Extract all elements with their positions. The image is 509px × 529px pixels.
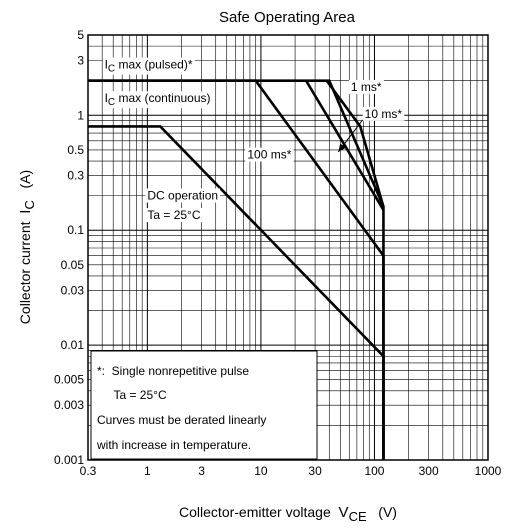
y-axis-label: Collector current IC (A) <box>17 170 37 324</box>
label-dc1-bg <box>145 188 221 203</box>
series-layer <box>88 79 385 460</box>
x-axis-label-subscript: CE <box>349 509 367 524</box>
x-tick-label: 100 <box>364 464 384 478</box>
note-line-4: with increase in temperature. <box>96 438 251 452</box>
label-dc2-text: Ta = 25°C <box>147 208 200 222</box>
y-tick-label: 0.005 <box>54 373 84 387</box>
ic-cont-text: IC max (continuous) <box>105 91 211 108</box>
x-tick-label: 3 <box>198 464 205 478</box>
arrow-10ms-head <box>338 143 346 152</box>
note-box: *: Single nonrepetitive pulse Ta = 25°C … <box>90 350 318 460</box>
y-tick-label: 0.001 <box>54 453 84 467</box>
ic-cont: IC max (continuous) <box>102 91 213 109</box>
series-1ms <box>88 79 385 460</box>
y-tick-label: 0.003 <box>54 398 84 412</box>
label-100ms-bg <box>245 147 294 162</box>
note-box-frame <box>90 350 318 460</box>
label-dc2-bg <box>145 208 203 223</box>
x-tick-label: 1000 <box>475 464 502 478</box>
label-1ms-text: 1 ms* <box>351 80 382 94</box>
label-dc1: DC operation <box>145 188 221 203</box>
y-tick-labels: 5 3 1 0.5 0.3 0.1 0.05 0.03 0.01 0.005 0.003 0.001 <box>54 28 84 467</box>
label-100ms: 100 ms* <box>245 147 294 162</box>
ic-pulsed: IC max (pulsed)* <box>102 57 195 75</box>
label-dc1-text: DC operation <box>147 189 218 203</box>
y-tick-label: 0.5 <box>67 143 84 157</box>
ic-cont-bg <box>102 91 213 109</box>
y-tick-label: 1 <box>77 108 84 122</box>
label-10ms-text: 10 ms* <box>365 107 403 121</box>
y-tick-label: 0.05 <box>61 258 85 272</box>
label-dc2: Ta = 25°C <box>145 208 203 223</box>
note-line-2: Ta = 25°C <box>97 388 167 402</box>
label-1ms: 1 ms* <box>348 79 384 94</box>
x-tick-labels: 0.3 1 3 10 30 100 300 1000 <box>80 464 502 478</box>
x-axis-label-symbol: V <box>339 504 349 521</box>
y-tick-label: 3 <box>77 53 84 67</box>
label-10ms: 10 ms* <box>362 106 405 121</box>
x-tick-label: 30 <box>308 464 322 478</box>
y-axis-label-unit: (A) <box>17 170 33 189</box>
label-1ms-bg <box>348 79 384 94</box>
note-line-3: Curves must be derated linearly <box>97 413 266 427</box>
label-100ms-text: 100 ms* <box>247 148 291 162</box>
y-axis-label-subscript: C <box>22 200 37 209</box>
x-tick-label: 0.3 <box>80 464 97 478</box>
x-tick-label: 1 <box>144 464 151 478</box>
plot-frame <box>87 34 489 461</box>
y-tick-label: 0.3 <box>67 168 84 182</box>
label-10ms-bg <box>362 106 405 121</box>
note-line-1: *: Single nonrepetitive pulse <box>97 364 249 378</box>
chart-title: Safe Operating Area <box>219 9 356 26</box>
y-tick-label: 5 <box>77 28 84 42</box>
y-tick-label: 0.1 <box>67 223 84 237</box>
x-tick-label: 300 <box>419 464 439 478</box>
x-axis-label: Collector-emitter voltage VCE (V) <box>179 504 397 524</box>
x-axis-label-main: Collector-emitter voltage <box>179 504 331 520</box>
y-axis-label-symbol: I <box>17 210 34 214</box>
series-limit <box>325 79 385 208</box>
ic-pulsed-text: IC max (pulsed)* <box>105 58 193 75</box>
series-10ms <box>304 80 385 211</box>
y-axis-label-main: Collector current <box>17 221 33 324</box>
ic-pulsed-bg <box>102 57 195 75</box>
y-tick-label: 0.01 <box>61 338 85 352</box>
x-axis-label-unit: (V) <box>378 504 397 520</box>
y-tick-label: 0.03 <box>61 283 85 297</box>
x-tick-label: 10 <box>254 464 268 478</box>
curve-label-layer: IC max (pulsed)* IC max (continuous) 1 ms*… <box>102 57 405 223</box>
